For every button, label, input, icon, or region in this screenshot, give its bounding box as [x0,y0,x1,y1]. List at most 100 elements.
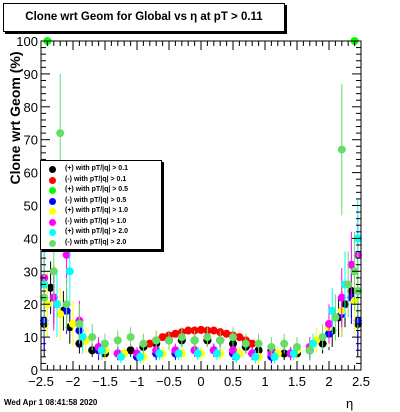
data-point [62,300,71,309]
x-tick-label: 2 [325,374,332,389]
x-tick-label: −2 [66,374,81,389]
data-point [69,319,77,328]
x-tick-label: −1.5 [92,374,118,389]
x-axis-label: η [346,396,354,411]
data-point [328,306,337,315]
legend-label: (-) with pT/|q| > 2.0 [65,238,127,246]
data-point [289,349,298,358]
data-point [139,339,148,348]
data-point [216,336,225,345]
chart-title: Clone wrt Geom for Global vs η at pT > 0… [3,3,285,32]
legend-marker [49,187,56,194]
data-point [251,352,260,361]
x-tick-label: 0 [197,374,204,389]
data-point [305,346,314,355]
data-point [270,352,279,361]
data-point [241,339,250,348]
y-tick-label: 60 [24,166,38,181]
data-point [101,339,109,348]
data-point [152,336,161,345]
y-axis-label: Clone wrt Geom (%) [7,51,23,185]
y-tick-label: 20 [24,297,38,312]
data-point [190,336,199,345]
legend-item: (-) with pT/|q| > 0.1 [41,175,161,186]
data-point [65,267,74,276]
timestamp-footer: Wed Apr 1 08:41:58 2020 [4,398,98,407]
data-point [113,336,122,345]
data-point [193,349,202,358]
data-point [184,326,193,335]
chart-axes: −2.5 −2 −1.5 −1 −0.5 0 0.5 1 1.5 2 2.5 0 10 20 30 40 50 6… [16,34,370,389]
data-point [229,346,237,355]
x-tick-label: −2.5 [28,374,54,389]
y-tick-label: 40 [24,231,38,246]
y-tick-label: 10 [24,330,38,345]
legend-label: (-) with pT/|q| > 0.1 [65,175,127,183]
data-point [222,329,231,338]
data-point [213,349,221,358]
data-point [337,293,346,302]
x-tick-label: 2.5 [352,374,370,389]
x-tick-label: 1.5 [288,374,306,389]
data-point [126,346,135,355]
legend-label: (+) with pT/|q| > 2.0 [65,228,129,235]
data-point [117,352,125,361]
data-point [229,333,237,342]
data-point [88,333,97,342]
data-point [56,129,65,138]
x-tick-label: −1 [130,374,145,389]
legend-marker [49,197,56,205]
legend-marker [49,166,56,173]
data-point [280,339,289,348]
data-point [177,333,186,342]
data-point [75,319,84,328]
data-point [309,339,317,348]
legend-label: (-) with pT/|q| > 0.5 [65,196,127,204]
legend-item: (-) with pT/|q| > 2.0 [41,238,161,249]
data-point [174,349,183,358]
data-point [209,326,218,335]
data-point [97,346,106,355]
x-tick-label: 1 [261,374,268,389]
data-point [318,333,327,342]
data-point [53,300,61,309]
legend-item: (+) with pT/|q| > 2.0 [41,227,161,238]
legend-marker [49,239,56,247]
data-point [158,333,167,342]
data-point [136,352,145,361]
data-point [344,280,353,289]
data-point [155,349,164,358]
y-tick-label: 80 [24,100,38,115]
legend-label: (+) with pT/|q| > 0.1 [65,165,129,172]
legend-item: (-) with pT/|q| > 0.5 [41,196,161,207]
data-point [171,329,180,338]
legend-marker [49,229,56,236]
data-point [248,339,257,348]
legend-label: (-) with pT/|q| > 1.0 [65,217,127,225]
legend-item: (+) with pT/|q| > 0.5 [41,185,161,196]
series-1 [145,325,257,348]
y-tick-label: 100 [16,34,38,49]
data-point [49,267,58,276]
legend-item: (+) with pT/|q| > 0.1 [41,164,161,175]
data-point [325,319,333,328]
chart-legend: (+) with pT/|q| > 0.1 (-) with pT/|q| > 0… [40,160,162,250]
data-point [165,336,173,345]
legend-item: (-) with pT/|q| > 1.0 [41,217,161,228]
data-point [78,333,87,342]
data-point [235,333,244,342]
data-point [337,145,346,154]
legend-label: (+) with pT/|q| > 0.5 [65,186,129,193]
y-tick-label: 0 [31,363,38,378]
data-point [126,333,135,342]
y-tick-label: 90 [24,67,38,82]
data-point [232,352,241,361]
data-point [331,313,340,322]
series-7 [40,73,362,361]
data-point [56,310,65,319]
data-point [197,325,205,334]
x-tick-label: 0.5 [224,374,242,389]
y-tick-label: 30 [24,264,38,279]
legend-marker [49,218,56,226]
